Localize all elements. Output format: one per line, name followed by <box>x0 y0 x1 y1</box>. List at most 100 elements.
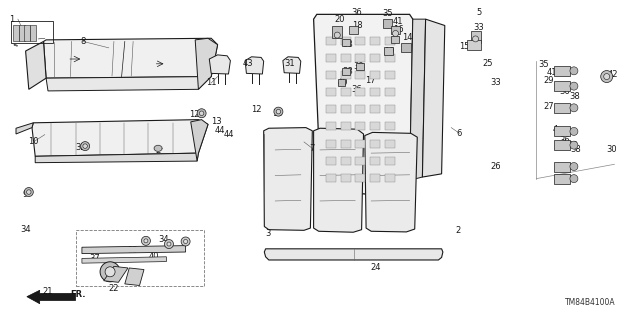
Text: 17: 17 <box>365 76 375 85</box>
Polygon shape <box>554 126 570 137</box>
Bar <box>326 54 337 62</box>
Text: 36: 36 <box>559 136 570 145</box>
Circle shape <box>181 237 190 246</box>
Text: 31: 31 <box>284 59 294 68</box>
Polygon shape <box>14 44 17 46</box>
Polygon shape <box>401 43 412 52</box>
Polygon shape <box>554 174 570 184</box>
Polygon shape <box>125 268 144 286</box>
Text: 38: 38 <box>342 40 353 48</box>
Polygon shape <box>554 103 570 113</box>
Polygon shape <box>104 266 128 282</box>
Text: 5: 5 <box>476 8 481 17</box>
Text: 20: 20 <box>334 15 344 24</box>
Bar <box>326 122 337 130</box>
Text: 33: 33 <box>491 78 501 87</box>
Text: 39: 39 <box>557 163 567 172</box>
Bar <box>341 174 351 182</box>
Text: 38: 38 <box>570 92 580 101</box>
Text: 23: 23 <box>127 246 138 255</box>
Circle shape <box>141 236 150 245</box>
Bar <box>385 88 395 96</box>
Bar <box>385 157 395 165</box>
Bar <box>24 26 30 41</box>
Bar <box>355 88 365 96</box>
Text: 2: 2 <box>455 226 460 235</box>
Polygon shape <box>554 161 570 172</box>
Bar <box>385 105 395 113</box>
Polygon shape <box>554 66 570 76</box>
Bar <box>341 105 351 113</box>
Polygon shape <box>35 153 198 163</box>
Bar <box>355 140 365 148</box>
Circle shape <box>274 107 283 116</box>
Text: 32: 32 <box>76 143 86 152</box>
Polygon shape <box>27 290 76 304</box>
Polygon shape <box>470 31 481 43</box>
Text: 29: 29 <box>544 76 554 85</box>
Text: 26: 26 <box>491 162 501 171</box>
Polygon shape <box>365 132 417 232</box>
Text: 41: 41 <box>393 17 403 26</box>
Bar <box>76 230 204 286</box>
Text: 3: 3 <box>265 229 270 238</box>
Polygon shape <box>384 47 393 55</box>
Bar <box>385 122 395 130</box>
Circle shape <box>83 144 88 148</box>
Circle shape <box>105 267 115 277</box>
Polygon shape <box>283 57 301 73</box>
Bar <box>370 122 380 130</box>
Bar <box>11 21 52 43</box>
Polygon shape <box>32 120 208 156</box>
Polygon shape <box>245 57 264 74</box>
Polygon shape <box>332 26 342 38</box>
Text: 34: 34 <box>20 225 31 234</box>
Polygon shape <box>554 81 570 91</box>
Polygon shape <box>338 79 344 86</box>
Text: 36: 36 <box>351 8 362 17</box>
Text: 7: 7 <box>310 144 315 153</box>
Text: 33: 33 <box>474 23 484 32</box>
Bar <box>341 88 351 96</box>
Bar <box>370 88 380 96</box>
Polygon shape <box>16 123 33 134</box>
Text: 16: 16 <box>393 25 403 34</box>
Text: 9: 9 <box>23 190 28 199</box>
Text: FR.: FR. <box>70 290 86 299</box>
Bar <box>326 37 337 45</box>
Text: 14: 14 <box>403 33 413 42</box>
Polygon shape <box>383 19 392 28</box>
Circle shape <box>570 104 578 112</box>
Text: 12: 12 <box>251 105 261 114</box>
Polygon shape <box>356 63 364 70</box>
Bar <box>385 174 395 182</box>
Bar <box>355 122 365 130</box>
Text: 41: 41 <box>547 68 557 77</box>
Polygon shape <box>320 172 333 193</box>
Polygon shape <box>154 145 162 151</box>
Circle shape <box>199 111 204 115</box>
Polygon shape <box>264 128 312 230</box>
Bar <box>341 140 351 148</box>
Bar <box>385 140 395 148</box>
Polygon shape <box>46 77 211 91</box>
Circle shape <box>334 32 340 38</box>
Bar <box>370 140 380 148</box>
Polygon shape <box>209 55 230 74</box>
Text: 12: 12 <box>189 110 200 119</box>
Bar <box>355 157 365 165</box>
Text: 13: 13 <box>272 109 282 118</box>
Text: 36: 36 <box>352 85 362 94</box>
Circle shape <box>100 262 120 282</box>
Bar <box>355 174 365 182</box>
Polygon shape <box>44 38 218 78</box>
Text: 39: 39 <box>353 62 364 70</box>
Text: 19: 19 <box>385 47 395 56</box>
Text: 21: 21 <box>43 287 53 296</box>
Polygon shape <box>264 249 443 260</box>
Bar <box>370 157 380 165</box>
Bar <box>385 37 395 45</box>
Text: 40: 40 <box>557 176 567 185</box>
Text: 4: 4 <box>553 125 558 134</box>
Circle shape <box>570 82 578 90</box>
